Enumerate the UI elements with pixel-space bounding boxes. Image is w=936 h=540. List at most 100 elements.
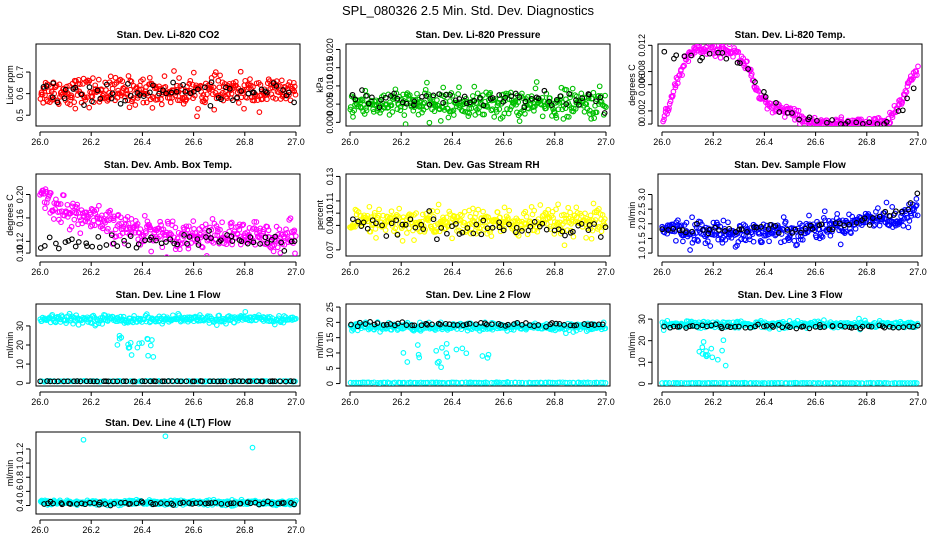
point-selected (278, 239, 285, 246)
point-baseline (600, 379, 606, 386)
point-selected (866, 119, 873, 126)
point-selected (904, 95, 910, 102)
point-upper (292, 315, 299, 322)
point-selected (426, 208, 433, 214)
point-selected (359, 87, 365, 93)
x-tick-label: 27.0 (287, 397, 305, 407)
point-all (709, 44, 715, 48)
point-selected (376, 104, 383, 111)
point-all (420, 100, 426, 107)
y-axis-label: degrees C (627, 64, 637, 106)
point-baseline (587, 379, 594, 386)
point-selected (464, 225, 471, 231)
point-baseline (494, 379, 501, 386)
point-all (143, 230, 149, 236)
point-selected (461, 93, 468, 100)
point-selected (409, 322, 415, 329)
point-all (590, 110, 596, 116)
point-all (528, 204, 535, 210)
point-all (494, 209, 501, 216)
point-all (596, 83, 603, 90)
point-selected (89, 98, 95, 105)
point-all (103, 87, 109, 93)
point-selected (91, 500, 98, 506)
point-selected (514, 320, 521, 326)
point-all (815, 221, 822, 228)
plot-frame (35, 43, 301, 127)
point-all (766, 238, 772, 245)
point-selected (117, 100, 124, 107)
point-selected (108, 95, 115, 102)
point-selected (670, 225, 677, 232)
point-all (519, 95, 526, 101)
point-selected (59, 501, 65, 508)
data-points (347, 200, 609, 249)
panel-title: Stan. Dev. Li-820 Temp. (735, 30, 846, 41)
point-selected (758, 223, 764, 230)
point-upper (62, 317, 69, 323)
point-selected (591, 221, 597, 227)
point-selected (250, 239, 257, 246)
point-selected (816, 321, 823, 328)
point-all (561, 242, 568, 249)
point-selected (147, 89, 153, 96)
point-selected (434, 236, 440, 243)
point-all (239, 222, 246, 229)
point-all (107, 207, 114, 214)
x-tick-label: 26.4 (444, 397, 462, 407)
point-all (567, 94, 573, 101)
x-tick-label: 26.4 (134, 397, 152, 407)
point-all (195, 239, 202, 246)
point-selected (859, 323, 866, 330)
point-all (693, 224, 700, 231)
point-all (728, 234, 735, 241)
point-all (281, 235, 288, 241)
point-all (47, 190, 54, 196)
point-all (707, 243, 714, 249)
point-selected (910, 324, 916, 330)
y-tick-label: 2.5 (637, 203, 647, 216)
point-all (140, 99, 147, 106)
point-all (496, 106, 503, 112)
point-all (217, 72, 223, 79)
point-selected (784, 227, 791, 233)
point-dips (125, 345, 132, 351)
point-all (434, 97, 440, 103)
point-selected (67, 501, 74, 507)
point-all (555, 106, 562, 113)
point-selected (430, 92, 437, 99)
y-tick-label: 0.020 (325, 38, 335, 61)
point-all (593, 109, 600, 116)
point-selected (230, 500, 237, 506)
point-selected (473, 221, 480, 228)
x-tick-label: 26.0 (341, 267, 359, 277)
point-selected (567, 322, 574, 329)
point-selected (180, 499, 186, 506)
y-tick-label: 0.10 (325, 204, 335, 222)
plot-frame (345, 303, 611, 387)
point-all (372, 226, 379, 232)
point-all (273, 223, 280, 230)
point-all (254, 97, 261, 103)
point-selected (772, 223, 779, 229)
point-baseline (539, 379, 545, 386)
y-tick-label: 0.13 (325, 168, 335, 186)
point-all (165, 231, 172, 237)
x-tick-label: 27.0 (597, 397, 615, 407)
point-all (446, 208, 453, 215)
point-outliers (162, 433, 169, 440)
point-selected (539, 220, 546, 227)
point-all (522, 221, 528, 228)
point-baseline (386, 380, 393, 386)
point-selected (527, 223, 534, 230)
point-selected (348, 321, 354, 328)
point-all (146, 74, 153, 81)
point-all (241, 105, 247, 112)
point-all (250, 84, 256, 90)
point-all (680, 238, 686, 245)
point-all (795, 107, 802, 114)
y-tick-label: 0.09 (325, 217, 335, 235)
y-tick-label: 2.0 (637, 218, 647, 231)
point-selected (456, 231, 463, 237)
point-all (174, 235, 181, 242)
